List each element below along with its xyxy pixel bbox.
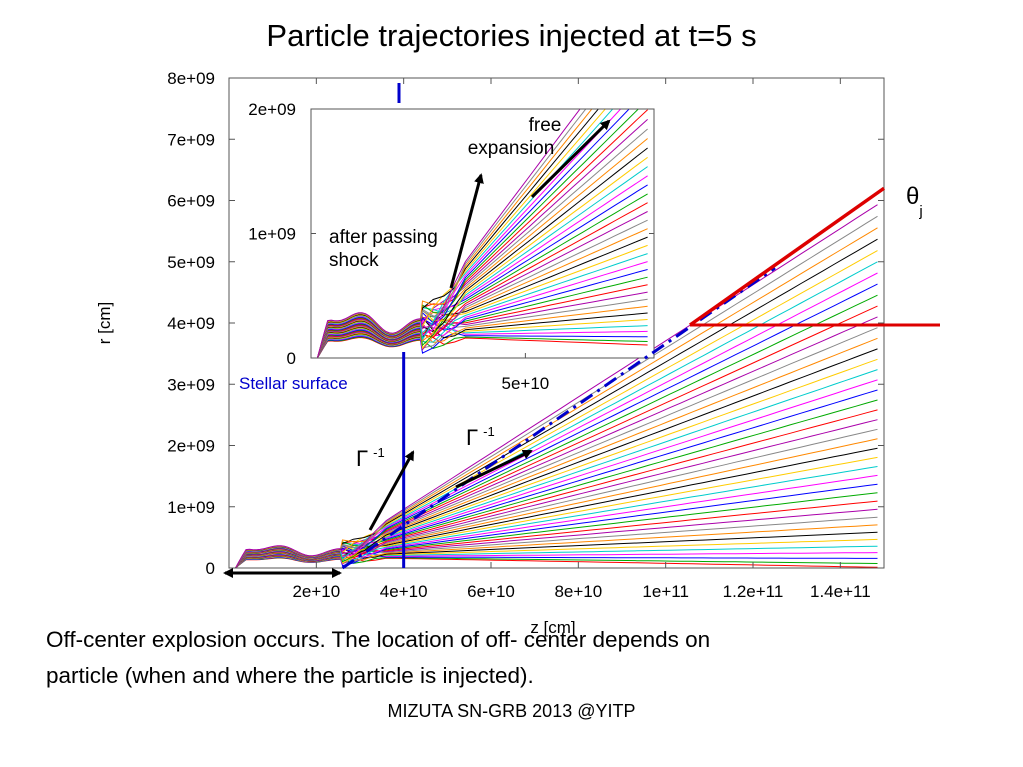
gamma-arrow-2 — [455, 449, 533, 489]
inset-y-tick-label: 1e+09 — [248, 225, 296, 244]
y-tick-label: 6e+09 — [167, 192, 215, 211]
stellar-surface-label: Stellar surface — [239, 374, 348, 393]
after-shock-label-2: shock — [329, 250, 379, 271]
main-y-axis-label: r [cm] — [95, 302, 114, 345]
y-tick-label: 1e+09 — [167, 498, 215, 517]
slide-caption: Off-center explosion occurs. The locatio… — [46, 622, 946, 694]
free-expansion-label-1: free — [529, 115, 562, 136]
y-tick-label: 5e+09 — [167, 253, 215, 272]
jet-angle-line — [688, 186, 886, 327]
trajectory-line — [235, 369, 878, 568]
caption-line-1: Off-center explosion occurs. The locatio… — [46, 627, 711, 652]
main-trajectories — [235, 204, 878, 568]
y-tick-label: 8e+09 — [167, 69, 215, 88]
x-tick-label: 8e+10 — [554, 582, 602, 601]
y-tick-label: 4e+09 — [167, 314, 215, 333]
theta-j-label: θj — [906, 183, 923, 220]
gamma-arrow-1 — [368, 450, 415, 531]
trajectory-line — [235, 428, 878, 568]
inset-trajectories — [316, 109, 648, 358]
gamma-label-1: Γ -1 — [356, 445, 385, 471]
x-tick-label: 1e+11 — [642, 582, 688, 601]
main-x-axis-label: z [cm] — [530, 618, 575, 637]
gamma-label-2: Γ -1 — [466, 424, 495, 450]
y-tick-label: 3e+09 — [167, 375, 215, 394]
x-tick-label: 6e+10 — [467, 582, 515, 601]
free-expansion-label-2: expansion — [468, 138, 555, 159]
trajectory-plot: 2e+10 4e+10 6e+10 8e+10 1e+11 1.2e+11 1.4e+11 0… — [95, 69, 940, 637]
trajectory-line — [235, 409, 878, 568]
x-tick-label: 1.4e+11 — [810, 582, 871, 601]
inset-y-tick-label: 0 — [287, 349, 296, 368]
y-tick-label: 0 — [206, 559, 215, 578]
x-tick-label: 1.2e+11 — [723, 582, 784, 601]
y-tick-label: 2e+09 — [167, 437, 215, 456]
trajectory-line — [235, 419, 878, 568]
inset-y-tick-label: 2e+09 — [248, 100, 296, 119]
annotations — [223, 83, 940, 578]
slide-title: Particle trajectories injected at t=5 s — [266, 18, 757, 53]
caption-line-2: particle (when and where the particle is… — [46, 663, 534, 688]
x-tick-label: 4e+10 — [380, 582, 428, 601]
main-axes: 2e+10 4e+10 6e+10 8e+10 1e+11 1.2e+11 1.4e+11 0… — [167, 69, 884, 601]
y-tick-label: 7e+09 — [167, 130, 215, 149]
inset-axes: 5e+10 0 1e+09 2e+09 — [248, 100, 654, 393]
after-shock-arrow — [449, 173, 484, 289]
inset-trajectory-line — [316, 109, 581, 358]
slide-footer: MIZUTA SN-GRB 2013 @YITP — [387, 701, 636, 721]
after-shock-label-1: after passing — [329, 227, 438, 248]
free-expansion-arrow — [530, 119, 611, 199]
inset-x-tick-label: 5e+10 — [502, 374, 550, 393]
x-tick-label: 2e+10 — [292, 582, 340, 601]
